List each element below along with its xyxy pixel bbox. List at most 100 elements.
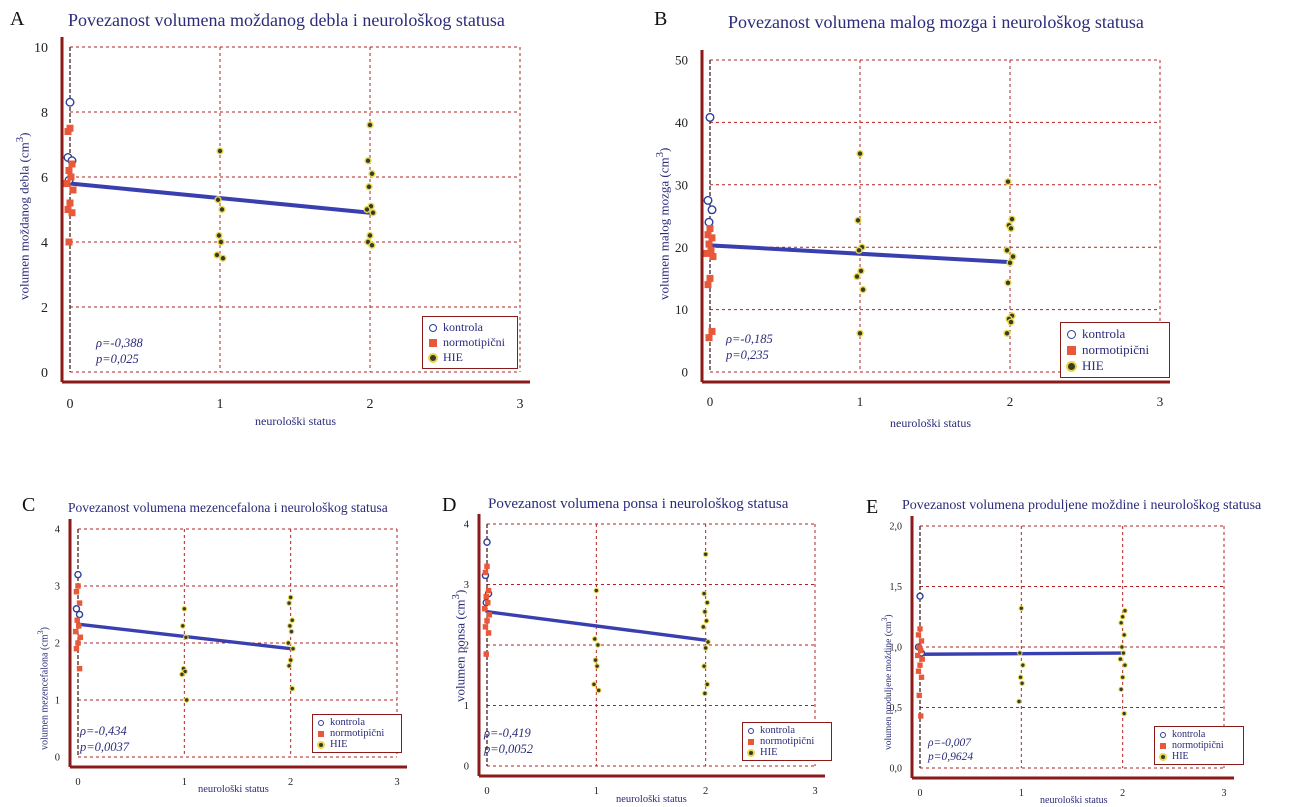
y-axis-label-c-main: volumen mezencefalona (cm <box>39 634 51 751</box>
point-normotipicni <box>64 128 72 135</box>
legend-label: normotipični <box>1172 740 1224 751</box>
point-normotipicni <box>918 638 925 644</box>
legend-item-kontrola: kontrola <box>318 717 396 728</box>
panel-letter-c: C <box>22 494 36 516</box>
legend-label: normotipični <box>760 736 815 747</box>
legend-item-hie: HIE <box>1160 751 1238 762</box>
point-normotipicni <box>915 632 922 638</box>
panel-c: 0 1 2 3 4 0 1 2 3 C Povezanost volumena mezencef… <box>0 492 430 807</box>
legend-label: kontrola <box>1172 729 1206 740</box>
point-hie <box>1008 319 1014 325</box>
y-tick-label: 3 <box>55 582 60 593</box>
point-hie <box>290 618 294 622</box>
y-tick-label: 0 <box>682 365 689 380</box>
point-normotipicni <box>483 651 489 657</box>
y-tick-label: 1,5 <box>890 582 903 593</box>
point-normotipicni <box>65 238 73 246</box>
point-hie <box>184 698 189 702</box>
legend-d: kontrola normotipični HIE <box>742 722 832 761</box>
point-normotipicni <box>708 327 716 335</box>
circle-marker-icon <box>429 323 437 332</box>
point-kontrola <box>483 538 491 546</box>
panel-letter-e: E <box>866 496 879 518</box>
point-normotipicni <box>704 231 712 239</box>
point-hie <box>215 197 221 202</box>
legend-a: kontrola normotipični HIE <box>422 316 518 369</box>
point-hie <box>702 664 706 668</box>
point-hie <box>288 595 293 600</box>
point-hie <box>1017 699 1021 704</box>
point-normotipicni <box>63 180 71 187</box>
legend-label: kontrola <box>330 717 365 728</box>
point-hie <box>705 682 709 687</box>
square-marker-icon <box>1160 742 1166 749</box>
legend-item-hie: HIE <box>318 739 396 750</box>
point-normotipicni <box>916 644 922 650</box>
point-hie <box>1021 663 1025 667</box>
y-axis-label-a: volumen moždanog debla (cm3) <box>14 132 32 300</box>
point-hie <box>704 619 709 623</box>
legend-label: normotipični <box>1082 342 1150 357</box>
x-tick-label: 2 <box>1007 394 1014 409</box>
point-normotipicni <box>705 334 713 342</box>
point-normotipicni <box>73 645 80 652</box>
point-normotipicni <box>485 599 491 606</box>
dot-marker-icon <box>1068 362 1075 370</box>
dot-marker-icon <box>1161 754 1165 759</box>
legend-item-normotipicni: normotipični <box>429 335 511 350</box>
x-axis-label-c: neurološki status <box>198 784 269 795</box>
point-normotipicni <box>706 274 714 282</box>
point-normotipicni <box>72 628 79 635</box>
x-tick-label: 3 <box>1222 788 1227 799</box>
x-axis-label-d: neurološki status <box>616 794 687 805</box>
legend-c: kontrola normotipični HIE <box>312 714 402 753</box>
point-kontrola <box>705 112 715 122</box>
chart-title-e: Povezanost volumena produljene moždine i… <box>902 498 1262 513</box>
square-marker-icon <box>318 730 324 737</box>
point-normotipicni <box>916 692 922 699</box>
point-normotipicni <box>76 665 83 672</box>
point-hie <box>593 658 598 662</box>
point-normotipicni <box>918 647 924 654</box>
rho-a: ρ=-0,388 <box>96 336 143 350</box>
point-normotipicni <box>703 249 711 257</box>
point-kontrola <box>72 605 81 613</box>
point-normotipicni <box>483 593 489 600</box>
point-normotipicni <box>918 713 924 719</box>
point-hie <box>1019 606 1024 610</box>
point-hie <box>1123 663 1127 667</box>
panel-letter-b: B <box>654 8 668 30</box>
y-tick-label: 1 <box>55 696 60 707</box>
x-tick-label: 2 <box>703 786 708 797</box>
point-hie <box>288 624 292 628</box>
point-hie <box>287 664 291 668</box>
chart-title-c: Povezanost volumena mezencefalona i neur… <box>68 500 388 515</box>
x-tick-label: 1 <box>857 394 864 409</box>
x-tick-label: 3 <box>394 777 399 788</box>
y-axis-label-e: volumen produljene moždine (cm3) <box>880 614 894 750</box>
point-normotipicni <box>481 605 488 612</box>
point-hie <box>1118 657 1123 661</box>
legend-item-normotipicni: normotipični <box>318 728 396 739</box>
dot-marker-icon <box>749 750 753 755</box>
pval-e: p=0,9624 <box>928 751 974 764</box>
legend-item-kontrola: kontrola <box>429 320 511 335</box>
legend-item-hie: HIE <box>748 747 826 758</box>
y-tick-label: 10 <box>34 41 48 56</box>
pval-b: p=0,235 <box>726 347 769 362</box>
point-hie <box>1122 711 1126 716</box>
y-axis-label-c-sup: 3 <box>36 630 45 635</box>
x-tick-label: 0 <box>918 788 923 799</box>
stats-e: ρ=-0,007 p=0,9624 <box>928 736 973 765</box>
square-marker-icon <box>748 738 754 745</box>
point-kontrola <box>75 610 84 619</box>
point-normotipicni <box>75 640 81 646</box>
point-hie <box>855 218 861 223</box>
point-normotipicni <box>917 626 923 632</box>
stats-d: ρ=-0,419 p=0,0052 <box>484 726 533 757</box>
y-tick-label: 30 <box>675 177 688 192</box>
point-hie <box>1020 681 1024 685</box>
point-normotipicni <box>68 160 76 168</box>
y-axis-label-b: volumen malog mozga (cm3) <box>654 148 672 300</box>
x-tick-label: 2 <box>288 777 293 788</box>
